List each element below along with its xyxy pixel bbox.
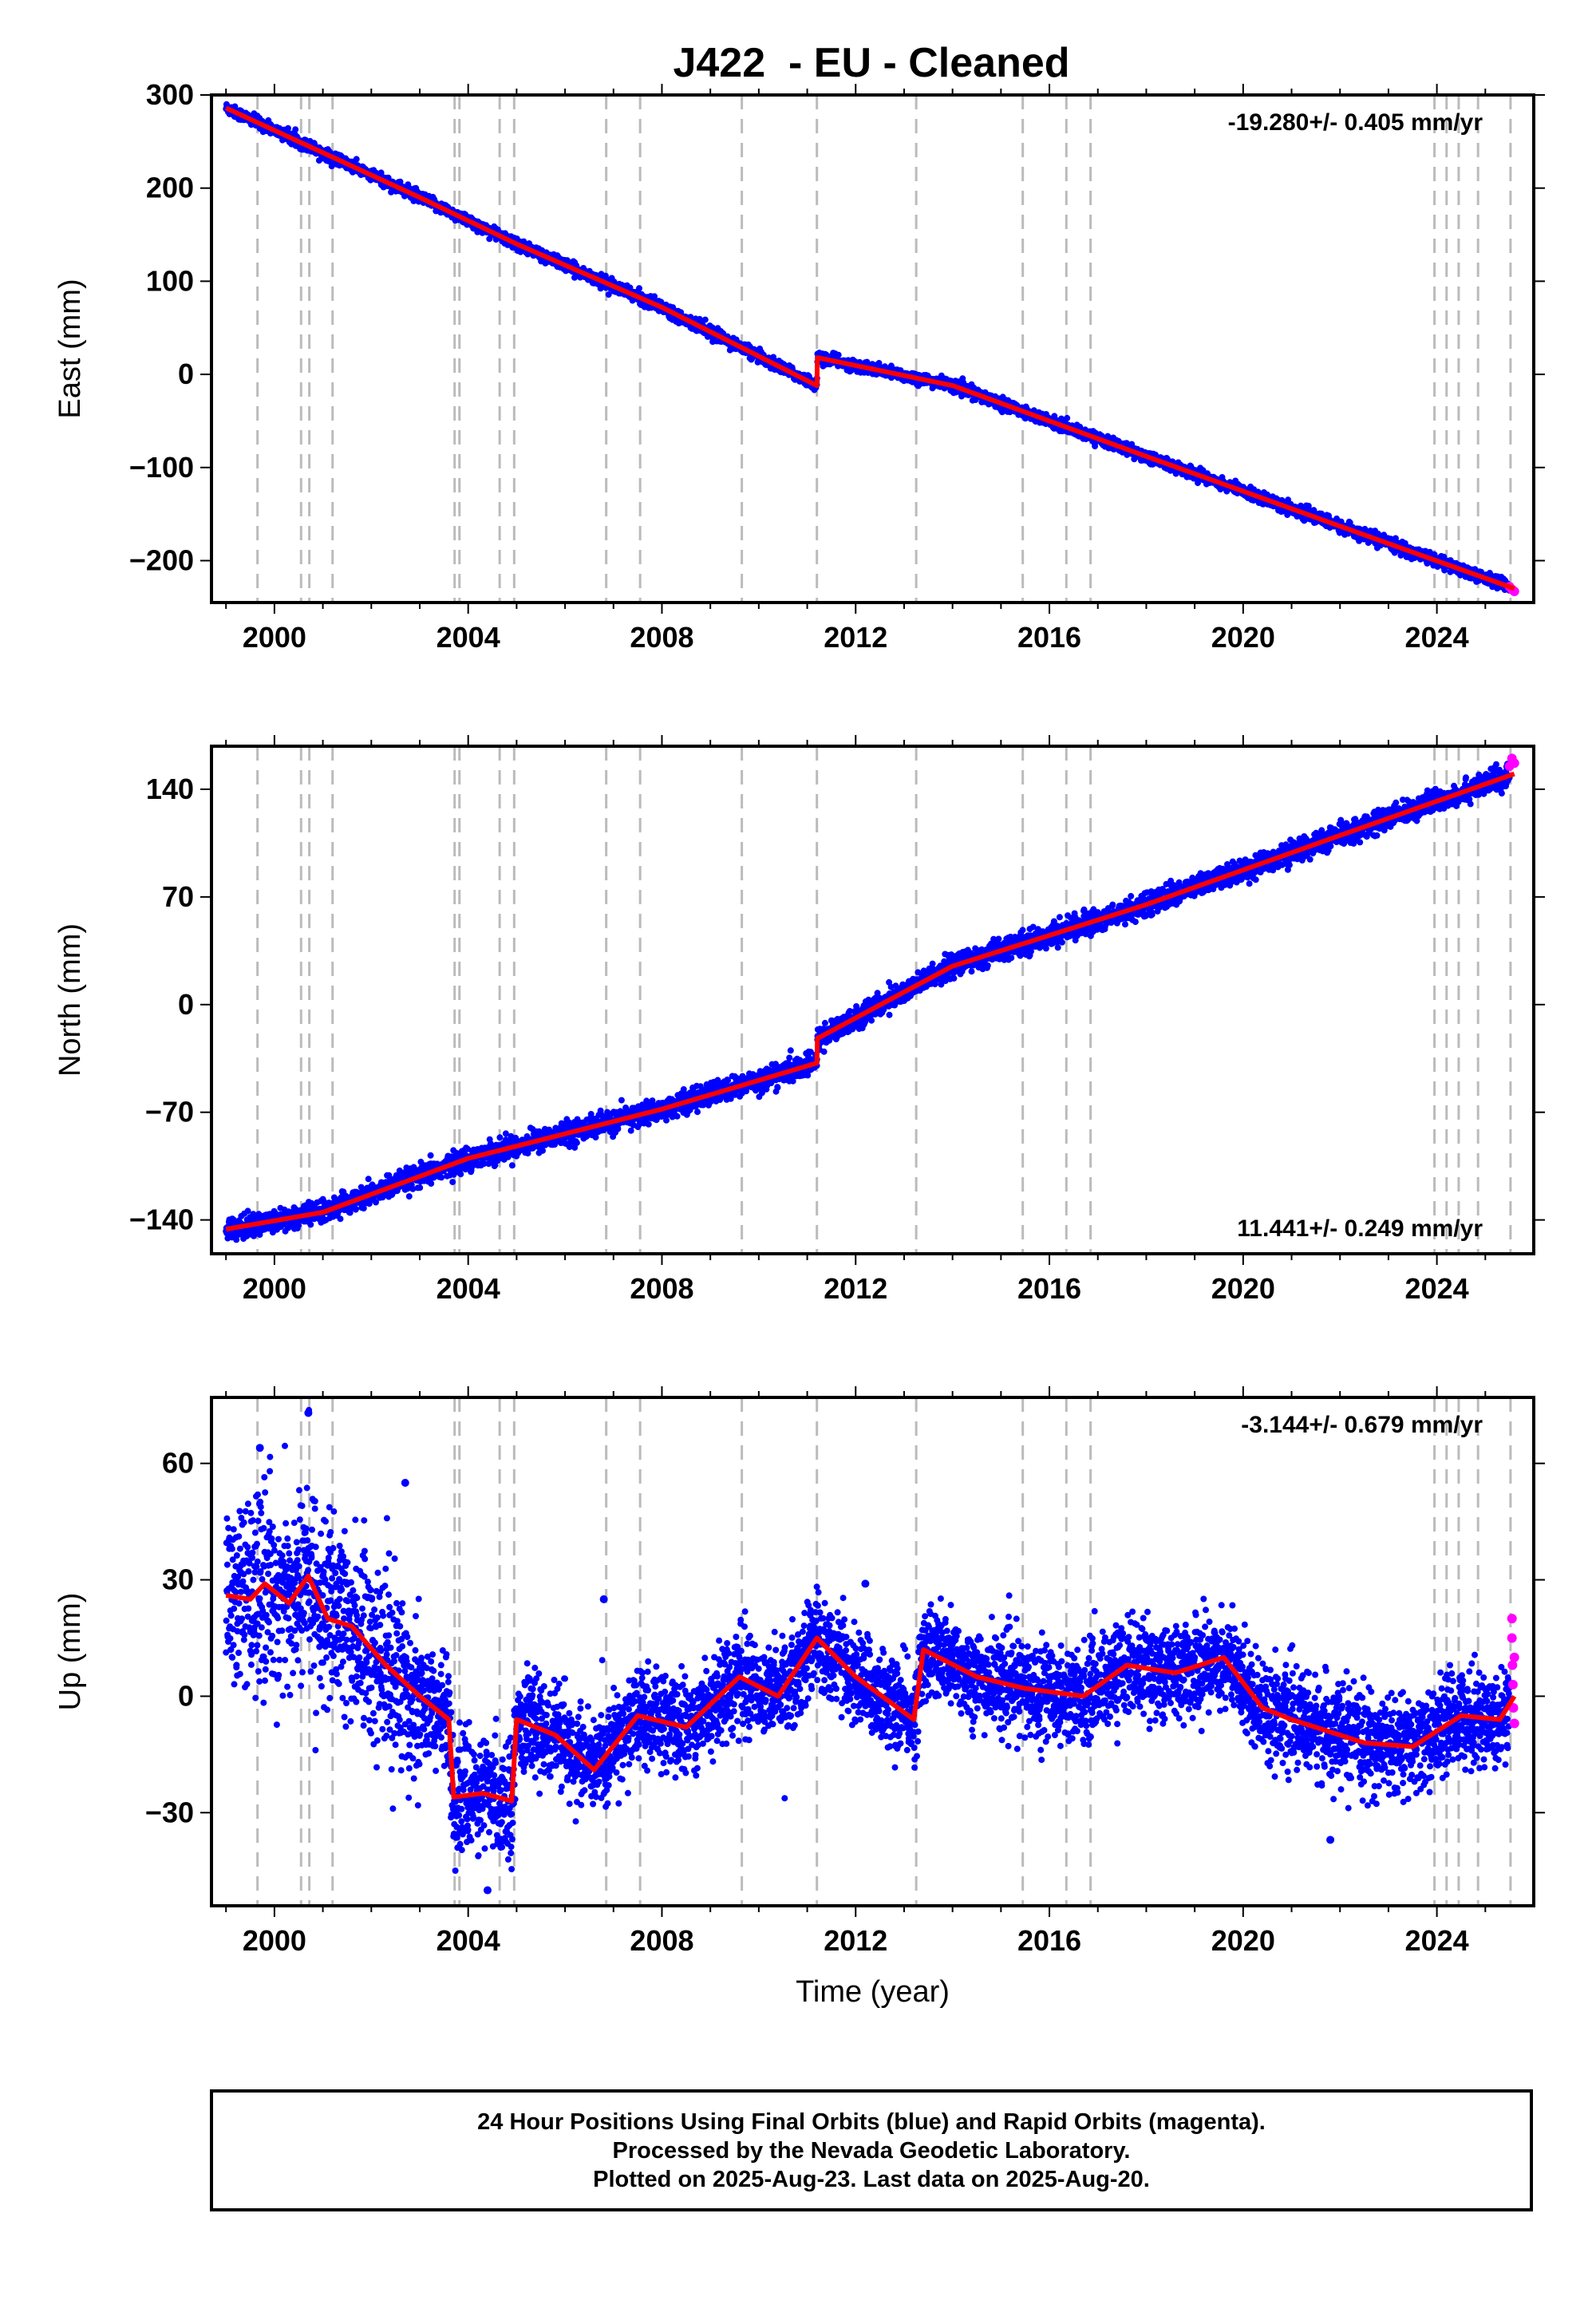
up-panel: 2000 2004 2008 2012 2016 2020 2024 60 30 0 −30 Up (… <box>53 1386 1545 2009</box>
y-tick-label: 140 <box>146 773 194 805</box>
model-line <box>224 105 1515 591</box>
caption-line-3: Plotted on 2025-Aug-23. Last data on 202… <box>593 2166 1150 2192</box>
y-tick-label: 60 <box>162 1447 194 1480</box>
x-tick-label: 2012 <box>824 621 887 654</box>
x-tick-label: 2012 <box>824 1924 887 1957</box>
x-tick-label: 2008 <box>630 1924 693 1957</box>
y-tick-label: 300 <box>146 78 194 111</box>
x-tick-label: 2000 <box>243 621 306 654</box>
rapid-orbit-point <box>1507 1679 1518 1690</box>
x-tick-label: 2024 <box>1405 621 1469 654</box>
east-panel: 2000 2004 2008 2012 2016 2020 2024 300 200 100 0 −1… <box>53 78 1545 654</box>
x-tick-label: 2008 <box>630 1272 693 1305</box>
plot-frame <box>210 1396 1535 1907</box>
rate-annotation: -19.280+/- 0.405 mm/yr <box>1228 109 1483 136</box>
rapid-orbit-point <box>1509 1718 1519 1729</box>
y-tick-label: 100 <box>146 264 194 297</box>
data-layer <box>223 101 1519 596</box>
data-layer <box>223 753 1519 1243</box>
y-tick-label: 0 <box>178 988 194 1021</box>
y-axis-label: North (mm) <box>53 923 87 1077</box>
y-tick-label: −30 <box>145 1796 194 1828</box>
y-tick-label: 70 <box>162 880 194 913</box>
y-tick-label: 0 <box>178 1679 194 1712</box>
x-tick-label: 2004 <box>437 621 500 654</box>
model-line <box>225 771 1515 1232</box>
x-tick-label: 2000 <box>243 1924 306 1957</box>
rapid-orbit-point <box>1509 758 1519 769</box>
y-tick-label: 0 <box>178 358 194 390</box>
x-tick-label: 2016 <box>1017 1924 1081 1957</box>
y-axis-label: East (mm) <box>53 279 87 418</box>
plot-frame <box>210 93 1535 604</box>
caption-line-2: Processed by the Nevada Geodetic Laborat… <box>612 2137 1131 2164</box>
x-tick-label: 2000 <box>243 1272 306 1305</box>
rapid-orbit-point <box>1509 1652 1519 1662</box>
caption-box: 24 Hour Positions Using Final Orbits (bl… <box>210 2089 1533 2211</box>
x-axis-label: Time (year) <box>796 1975 950 2009</box>
x-tick-label: 2024 <box>1405 1924 1469 1957</box>
x-tick-label: 2008 <box>630 621 693 654</box>
rapid-orbit-point <box>1507 1633 1517 1643</box>
figure-title: J422 - EU - Cleaned <box>673 40 1069 86</box>
x-tick-label: 2024 <box>1405 1272 1469 1305</box>
data-layer <box>223 1406 1519 1895</box>
rapid-orbit-point <box>1507 1614 1517 1624</box>
x-tick-label: 2004 <box>437 1272 500 1305</box>
x-tick-label: 2020 <box>1211 1272 1275 1305</box>
final-orbit-points <box>223 1406 1513 1895</box>
x-tick-label: 2016 <box>1017 621 1081 654</box>
y-tick-label: −140 <box>129 1203 194 1236</box>
final-orbit-points <box>223 761 1513 1243</box>
x-tick-label: 2020 <box>1211 1924 1275 1957</box>
y-axis-label: Up (mm) <box>53 1593 87 1711</box>
rate-annotation: 11.441+/- 0.249 mm/yr <box>1237 1215 1483 1242</box>
y-tick-label: 200 <box>146 172 194 204</box>
caption-line-1: 24 Hour Positions Using Final Orbits (bl… <box>477 2109 1266 2135</box>
y-tick-label: −70 <box>145 1096 194 1128</box>
x-tick-label: 2020 <box>1211 621 1275 654</box>
rapid-orbit-point <box>1507 1660 1518 1670</box>
y-tick-label: −100 <box>129 451 194 484</box>
rate-annotation: -3.144+/- 0.679 mm/yr <box>1241 1412 1483 1438</box>
x-tick-label: 2016 <box>1017 1272 1081 1305</box>
north-panel: 2000 2004 2008 2012 2016 2020 2024 140 70 0 −70 −14… <box>53 735 1545 1305</box>
y-tick-label: 30 <box>162 1563 194 1596</box>
x-tick-label: 2004 <box>437 1924 500 1957</box>
x-tick-label: 2012 <box>824 1272 887 1305</box>
plot-frame <box>210 745 1535 1255</box>
y-tick-label: −200 <box>129 543 194 576</box>
model-line <box>225 1573 1517 1804</box>
